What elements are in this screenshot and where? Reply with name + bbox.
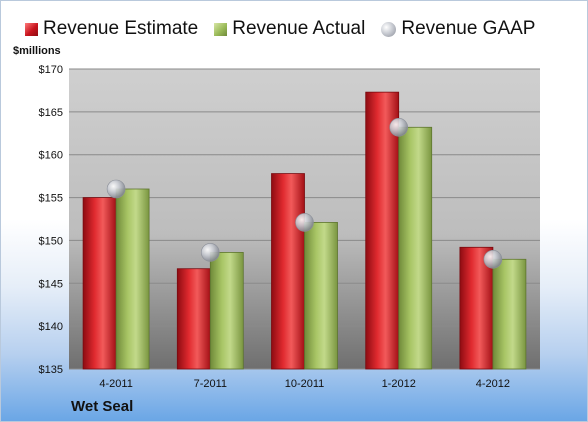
- bar-revenue-actual: [115, 188, 150, 370]
- bar-revenue-actual: [304, 222, 338, 370]
- bar-revenue-estimate: [176, 268, 211, 370]
- bars: [82, 91, 527, 370]
- legend-label-actual: Revenue Actual: [232, 18, 366, 39]
- bar-revenue-estimate: [365, 91, 400, 370]
- bar-revenue-actual: [398, 126, 433, 370]
- x-tick-label: 4-2012: [476, 378, 510, 390]
- y-tick-label: $135: [39, 364, 63, 376]
- x-tick-label: 7-2011: [194, 378, 227, 390]
- y-axis-unit-label: $millions: [13, 45, 61, 57]
- bar-revenue-estimate: [271, 173, 305, 370]
- bar-revenue-actual: [492, 258, 527, 370]
- y-tick-label: $155: [39, 193, 63, 205]
- x-tick-label: 1-2012: [382, 378, 416, 390]
- legend-swatch-actual: [214, 22, 228, 36]
- y-tick-label: $140: [39, 321, 63, 333]
- x-tick-label: 10-2011: [285, 378, 325, 390]
- marker-revenue-gaap: [201, 243, 220, 262]
- x-tick-label: 4-2011: [99, 378, 132, 390]
- legend-item-gaap: Revenue GAAP: [381, 18, 535, 40]
- marker-revenue-gaap: [389, 117, 409, 137]
- y-tick-label: $165: [39, 107, 63, 119]
- marker-revenue-gaap: [295, 213, 314, 232]
- legend-swatch-estimate: [25, 22, 38, 36]
- bar-revenue-estimate: [82, 197, 117, 370]
- company-name: Wet Seal: [71, 398, 134, 415]
- bar-revenue-estimate: [459, 246, 494, 370]
- legend-swatch-gaap: [381, 21, 397, 37]
- x-axis-ticks: 4-2011 7-2011 10-2011 1-2012 4-2012: [99, 378, 510, 390]
- legend: Revenue Estimate Revenue Actual Revenue …: [25, 16, 551, 42]
- y-tick-label: $145: [39, 278, 63, 290]
- y-tick-label: $160: [39, 150, 63, 162]
- legend-label-gaap: Revenue GAAP: [401, 18, 536, 39]
- legend-item-estimate: Revenue Estimate: [25, 18, 198, 40]
- marker-revenue-gaap: [106, 179, 126, 199]
- y-tick-label: $170: [39, 64, 63, 76]
- y-axis-ticks: $135 $140 $145 $150 $155 $160 $165 $170: [39, 64, 63, 376]
- marker-revenue-gaap: [483, 249, 503, 269]
- bar-revenue-actual: [209, 252, 244, 370]
- legend-item-actual: Revenue Actual: [214, 18, 365, 40]
- y-tick-label: $150: [39, 235, 63, 247]
- gaap-markers: [106, 117, 503, 269]
- legend-label-estimate: Revenue Estimate: [43, 18, 199, 39]
